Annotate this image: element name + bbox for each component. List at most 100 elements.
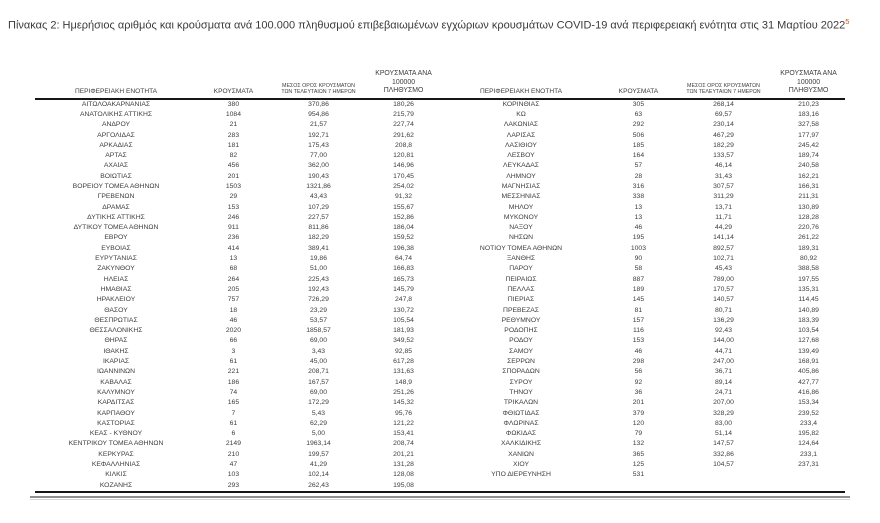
table-row: ΧΑΛΚΙΔΙΚΗΣ 132 147,57 124,64 [440, 440, 845, 450]
table-row: ΘΑΣΟΥ 18 23,29 130,72 [35, 306, 440, 316]
per100k-cell: 153,41 [393, 430, 414, 438]
cases-cell: 757 [227, 296, 240, 304]
avg7-cell: 24,71 [714, 388, 732, 396]
per100k-cell: 152,86 [393, 213, 414, 221]
table-row: ΙΘΑΚΗΣ 3 3,43 92,85 [35, 347, 440, 357]
per100k-cell: 145,79 [393, 285, 414, 293]
avg7-cell: 892,57 [713, 244, 734, 252]
per100k-cell: 145,32 [393, 399, 414, 407]
table-row: ΘΕΣΠΡΩΤΙΑΣ 46 53,57 105,54 [35, 316, 440, 326]
cases-cell: 63 [634, 110, 643, 118]
table-row: ΠΑΡΟΥ 58 45,43 388,58 [440, 265, 845, 275]
table-row: ΕΒΡΟΥ 236 182,29 159,52 [35, 234, 440, 244]
table-row: ΠΕΙΡΑΙΩΣ 887 789,00 197,55 [440, 275, 845, 285]
per100k-cell: 139,49 [798, 347, 819, 355]
table-row: ΑΝΑΤΟΛΙΚΗΣ ΑΤΤΙΚΗΣ 1084 954,86 215,79 [35, 110, 440, 120]
per100k-cell: 201,21 [393, 450, 414, 458]
avg7-cell: 46,14 [714, 162, 732, 170]
per100k-cell: 208,8 [395, 141, 413, 149]
per100k-cell: 261,22 [798, 234, 819, 242]
table-header-row: ΠΕΡΙΦΕΡΕΙΑΚΗ ΕΝΟΤΗΤΑ ΚΡΟΥΣΜΑΤΑ ΜΕΣΟΣ ΟΡΟ… [35, 70, 440, 100]
region-cell: ΠΡΕΒΕΖΑΣ [503, 306, 539, 314]
cases-cell: 125 [632, 461, 645, 469]
avg7-cell: 332,86 [713, 450, 734, 458]
table-row: ΗΡΑΚΛΕΙΟΥ 757 726,29 247,8 [35, 296, 440, 306]
per100k-cell: 240,58 [798, 162, 819, 170]
per100k-cell: 166,31 [798, 183, 819, 190]
cases-cell: 1503 [225, 183, 241, 190]
avg7-cell: 36,71 [714, 368, 732, 376]
table-row: ΠΙΕΡΙΑΣ 145 140,57 114,45 [440, 296, 845, 306]
cases-cell: 456 [227, 162, 240, 170]
avg7-cell: 53,57 [309, 316, 327, 324]
region-cell: ΛΑΡΙΣΑΣ [506, 131, 536, 139]
per100k-cell: 210,23 [798, 100, 819, 108]
per100k-cell: 233,4 [800, 419, 818, 427]
per100k-cell: 162,21 [798, 172, 819, 180]
table-row: ΣΥΡΟΥ 92 89,14 427,77 [440, 378, 845, 388]
avg7-cell: 140,57 [713, 296, 734, 304]
per100k-cell: 121,22 [393, 419, 414, 427]
region-cell: ΤΗΝΟΥ [509, 388, 533, 396]
per100k-cell: 245,42 [798, 141, 819, 149]
avg7-cell: 268,14 [713, 100, 734, 108]
region-cell: ΝΗΣΩΝ [508, 234, 533, 242]
avg7-cell: 147,57 [713, 440, 734, 448]
region-cell: ΛΕΣΒΟΥ [507, 152, 535, 160]
cases-cell: 185 [632, 141, 645, 149]
avg7-cell: 77,00 [309, 152, 327, 160]
cases-cell: 2149 [225, 440, 241, 448]
table-row: ΠΡΕΒΕΖΑΣ 81 80,71 140,89 [440, 306, 845, 316]
table-row: ΡΟΔΟΠΗΣ 116 92,43 103,54 [440, 326, 845, 336]
per100k-cell: 211,31 [798, 193, 819, 201]
per100k-cell: 195,82 [798, 430, 819, 438]
region-cell: ΑΡΓΟΛΙΔΑΣ [97, 131, 135, 139]
table-row: ΚΕΦΑΛΛΗΝΙΑΣ 47 41,29 131,28 [35, 460, 440, 470]
header-cases: ΚΡΟΥΣΜΑΤΑ [602, 70, 675, 100]
region-cell: ΚΑΡΠΑΘΟΥ [97, 409, 135, 417]
per100k-cell: 165,73 [393, 275, 414, 283]
region-cell: ΑΝΑΤΟΛΙΚΗΣ ΑΤΤΙΚΗΣ [79, 110, 153, 118]
table-row: ΣΠΟΡΑΔΩΝ 56 36,71 405,86 [440, 368, 845, 378]
header-cases: ΚΡΟΥΣΜΑΤΑ [197, 70, 270, 100]
per100k-cell: 183,16 [798, 110, 819, 118]
table-row: ΤΡΙΚΑΛΩΝ 201 207,00 153,34 [440, 398, 845, 408]
avg7-cell: 172,29 [308, 399, 329, 407]
per100k-cell: 146,96 [393, 162, 414, 170]
cases-cell: 18 [229, 306, 238, 314]
region-cell: ΗΡΑΚΛΕΙΟΥ [96, 296, 136, 304]
cases-cell: 911 [228, 224, 239, 232]
per100k-cell: 220,76 [798, 224, 819, 232]
cases-cell: 145 [632, 296, 645, 304]
per100k-cell: 130,72 [393, 306, 414, 314]
per100k-cell: 135,31 [798, 285, 819, 293]
cases-cell: 293 [227, 481, 240, 489]
table-row: ΛΕΣΒΟΥ 164 133,57 189,74 [440, 151, 845, 161]
table-body-left: ΑΙΤΩΛΟΑΚΑΡΝΑΝΙΑΣ 380 370,86 180,26 ΑΝΑΤΟΛΙΚΗ… [35, 99, 440, 491]
per100k-cell: 237,31 [798, 461, 819, 469]
avg7-cell: 170,57 [713, 285, 734, 293]
table-row: ΚΑΛΥΜΝΟΥ 74 69,00 251,26 [35, 388, 440, 398]
table-row: ΛΑΚΩΝΙΑΣ 292 230,14 327,58 [440, 120, 845, 130]
table-row: ΑΧΑΪΑΣ 456 362,00 146,96 [35, 162, 440, 172]
region-cell: ΚΕΑΣ - ΚΥΘΝΟΥ [89, 430, 143, 438]
avg7-cell: 51,00 [309, 265, 327, 273]
table-row: ΛΑΣΙΘΙΟΥ 185 182,29 245,42 [440, 141, 845, 151]
avg7-cell: 141,14 [713, 234, 734, 242]
per100k-cell: 195,08 [393, 481, 414, 489]
region-cell: ΑΡΤΑΣ [105, 152, 127, 160]
per100k-cell: 427,77 [798, 378, 819, 386]
avg7-cell: 182,29 [713, 141, 734, 149]
table-header-row: ΠΕΡΙΦΕΡΕΙΑΚΗ ΕΝΟΤΗΤΑ ΚΡΟΥΣΜΑΤΑ ΜΕΣΟΣ ΟΡΟ… [440, 70, 845, 100]
avg7-cell: 41,29 [309, 461, 327, 469]
avg7-cell: 811,86 [308, 224, 329, 232]
per100k-cell: 291,62 [393, 131, 414, 139]
cases-cell: 205 [227, 285, 240, 293]
cases-cell: 13 [634, 203, 643, 211]
cases-cell: 46 [229, 316, 238, 324]
per100k-cell: 416,86 [798, 388, 819, 396]
region-cell: ΜΥΚΟΝΟΥ [503, 213, 539, 221]
per100k-cell: 140,89 [798, 306, 819, 314]
region-cell: ΔΥΤΙΚΟΥ ΤΟΜΕΑ ΑΘΗΝΩΝ [73, 224, 159, 232]
region-cell: ΑΡΚΑΔΙΑΣ [99, 141, 133, 149]
